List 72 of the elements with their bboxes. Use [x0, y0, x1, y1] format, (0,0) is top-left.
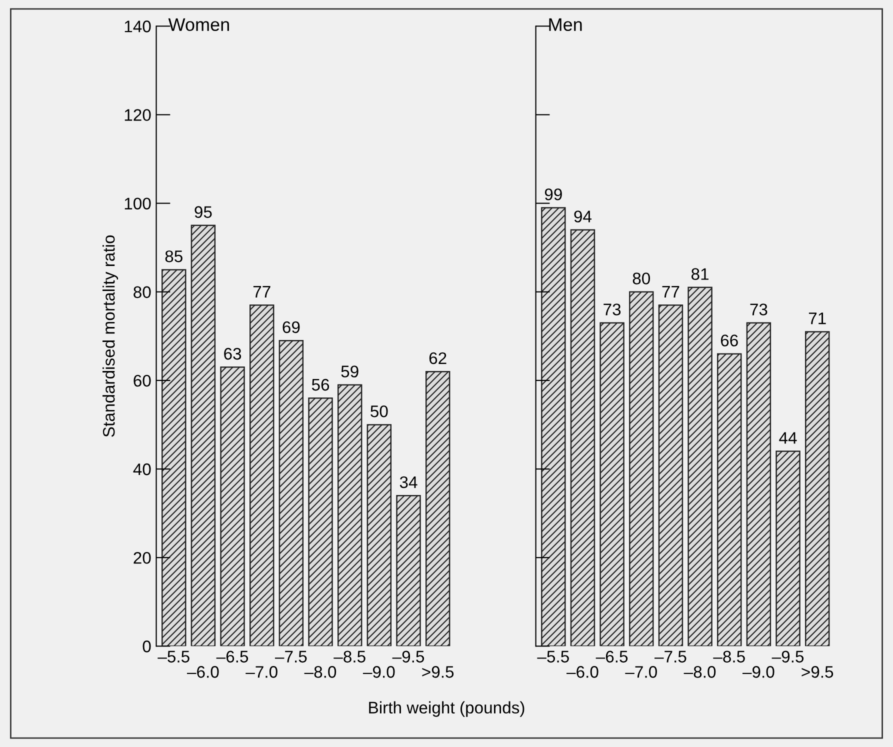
data-label: 85 [165, 250, 182, 262]
chart-title: Women [168, 18, 229, 31]
bar [805, 331, 830, 646]
data-label: 34 [400, 476, 418, 488]
data-label: 56 [312, 378, 330, 391]
data-label: 80 [632, 272, 650, 284]
bar [541, 207, 566, 646]
chart-title: Men [549, 18, 582, 31]
data-label: 94 [574, 210, 592, 222]
bar [717, 353, 742, 646]
bar [746, 322, 772, 646]
bar [396, 494, 421, 646]
bar [250, 304, 274, 646]
bar [162, 269, 186, 646]
data-label: 59 [341, 366, 358, 378]
x-tick-label: –9.0 [742, 666, 774, 678]
data-label: 81 [692, 268, 708, 280]
data-label: 77 [253, 286, 270, 298]
data-label: 95 [194, 206, 212, 218]
y-tick-label: 20 [134, 552, 151, 564]
x-tick-label: –8.0 [304, 666, 336, 678]
x-tick-label: –8.0 [684, 666, 716, 678]
data-label: 73 [750, 304, 768, 316]
data-label: 63 [224, 348, 242, 360]
bar [570, 229, 596, 646]
bar [366, 424, 392, 646]
x-tick-label: –6.5 [216, 650, 248, 663]
x-tick-label: –5.5 [158, 650, 190, 663]
y-tick-label: 120 [124, 109, 151, 121]
x-tick-label: –9.5 [392, 650, 424, 663]
bar [190, 224, 216, 646]
y-tick-label: 40 [133, 463, 151, 476]
data-label: 50 [370, 405, 388, 418]
y-axis-title: Standardised mortality ratio [102, 235, 118, 437]
x-tick-label: –7.0 [246, 666, 278, 678]
data-label: 69 [282, 321, 300, 334]
x-tick-label: >9.5 [802, 666, 834, 678]
data-label: 77 [662, 286, 680, 298]
bar [776, 450, 800, 646]
x-tick-label: >9.5 [422, 666, 454, 678]
x-tick-label: –6.5 [596, 650, 628, 663]
x-tick-label: –9.0 [362, 666, 395, 678]
bar [308, 398, 333, 646]
x-tick-label: –5.5 [537, 650, 569, 663]
bar [688, 286, 712, 646]
data-label: 73 [604, 304, 621, 316]
x-axis-title: Birth weight (pounds) [369, 701, 524, 717]
bar [600, 322, 624, 646]
x-tick-label: –8.5 [713, 650, 745, 663]
x-tick-label: –9.5 [772, 650, 804, 663]
bar [658, 304, 684, 646]
x-tick-label: –6.0 [186, 666, 219, 678]
data-label: 44 [779, 432, 797, 444]
x-tick-label: –7.5 [654, 650, 686, 663]
y-tick-label: 140 [124, 20, 151, 32]
x-tick-label: –6.0 [566, 666, 598, 678]
y-tick-label: 0 [142, 640, 151, 652]
bar [278, 340, 304, 646]
x-tick-label: –7.5 [274, 650, 307, 663]
y-tick-label: 80 [134, 286, 151, 298]
y-tick-label: 60 [134, 374, 151, 387]
bar [425, 370, 450, 646]
y-tick-label: 100 [124, 198, 151, 210]
data-label: 62 [429, 352, 446, 364]
bar [337, 384, 362, 646]
data-label: 99 [544, 188, 562, 200]
x-tick-label: –8.5 [334, 650, 366, 663]
bar [220, 366, 245, 646]
data-label: 71 [808, 312, 826, 324]
bar [629, 291, 654, 646]
data-label: 66 [720, 334, 738, 346]
x-tick-label: –7.0 [625, 666, 657, 678]
